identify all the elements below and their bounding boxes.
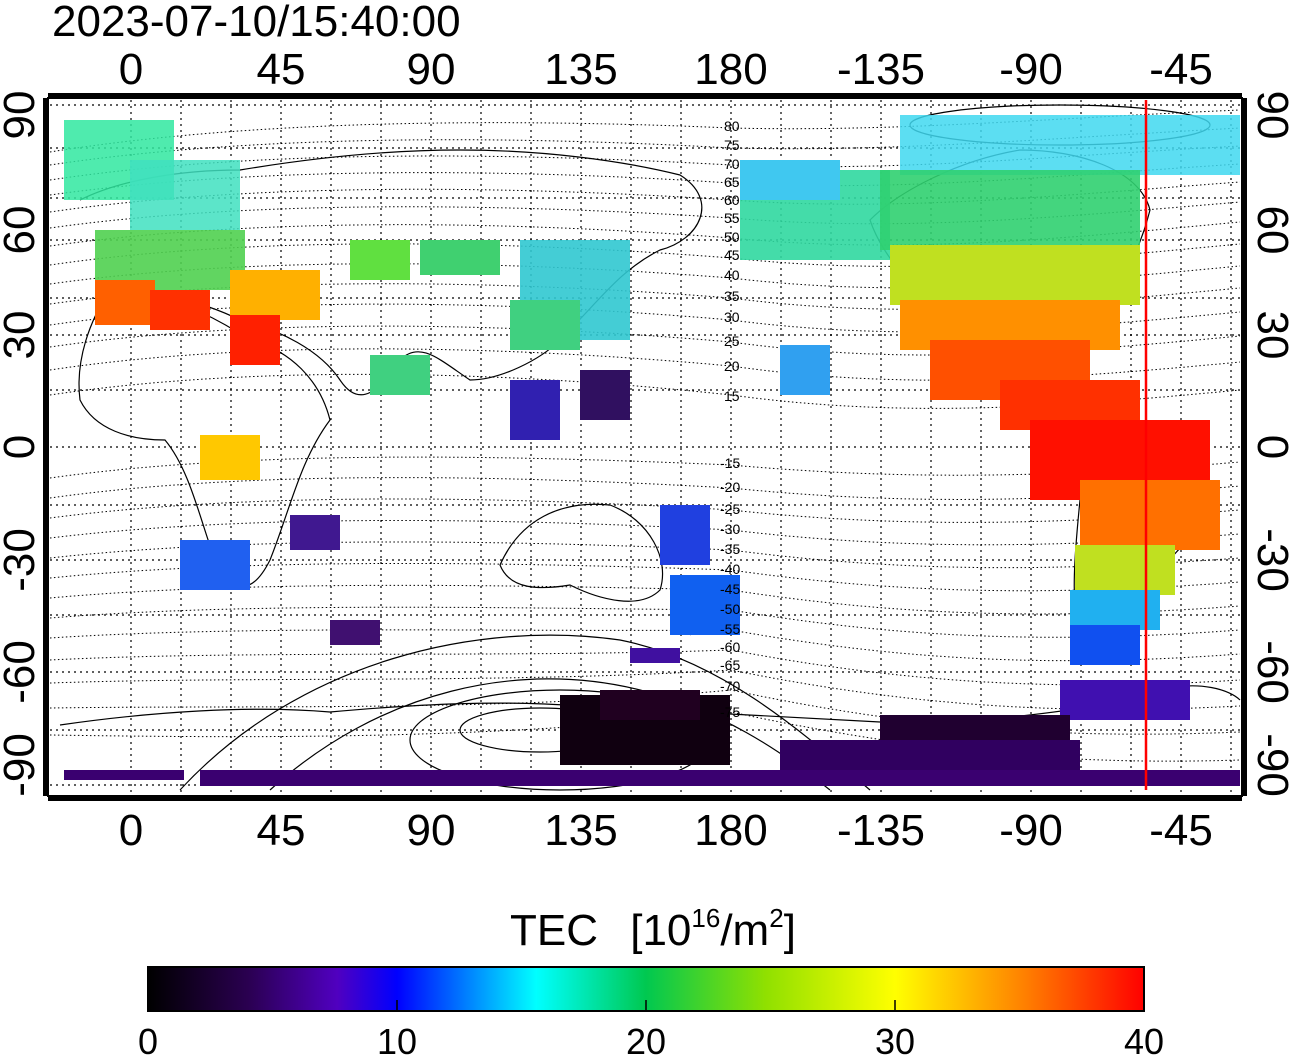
bottom-tick-label: 135 (544, 806, 617, 855)
contour-label: -45 (720, 581, 740, 597)
right-latitude-ticks: 90 60 30 0 -30 -60 -90 (1248, 91, 1294, 797)
tec-observations (64, 115, 1240, 786)
contour-label: 60 (724, 192, 740, 208)
colorbar-tick-label: 40 (1124, 1021, 1164, 1057)
contour-label: -15 (720, 455, 740, 471)
left-tick-label: -60 (0, 640, 44, 704)
top-tick-label: 0 (119, 45, 143, 94)
top-tick-label: -90 (999, 45, 1063, 94)
colorbar-title: TEC [1016/m2] (510, 903, 796, 955)
left-tick-label: -90 (0, 733, 44, 797)
bottom-tick-label: 90 (407, 806, 456, 855)
contour-labels-south: -15 -20 -25 -30 -35 -40 -45 -50 -55 -60 … (720, 455, 740, 720)
right-tick-label: -90 (1248, 733, 1294, 797)
left-latitude-ticks: 90 60 30 0 -30 -60 -90 (0, 91, 44, 797)
top-tick-label: -135 (837, 45, 925, 94)
contour-label: -30 (720, 521, 740, 537)
colorbar-tick-label: 30 (875, 1021, 915, 1057)
contour-label: -50 (720, 601, 740, 617)
left-tick-label: 30 (0, 311, 44, 360)
map-plot-area: 80 75 70 65 60 55 50 45 40 35 30 25 20 1… (48, 98, 1242, 796)
contour-label: 55 (724, 210, 740, 226)
contour-label: -75 (720, 704, 740, 720)
right-tick-label: 90 (1248, 91, 1294, 140)
timestamp-title: 2023-07-10/15:40:00 (52, 0, 461, 46)
left-tick-label: 60 (0, 206, 44, 255)
bottom-tick-label: -135 (837, 806, 925, 855)
bottom-tick-label: 180 (694, 806, 767, 855)
contour-label: 30 (724, 309, 740, 325)
contour-label: 35 (724, 288, 740, 304)
right-tick-label: -60 (1248, 640, 1294, 704)
colorbar-tick-label: 10 (377, 1021, 417, 1057)
contour-label: 40 (724, 267, 740, 283)
top-tick-label: 180 (694, 45, 767, 94)
top-tick-label: 90 (407, 45, 456, 94)
contour-label: 50 (724, 229, 740, 245)
left-tick-label: 0 (0, 435, 44, 459)
contour-label: 25 (724, 333, 740, 349)
contour-label: -65 (720, 657, 740, 673)
contour-label: 80 (724, 118, 740, 134)
top-tick-label: 135 (544, 45, 617, 94)
bottom-tick-label: -45 (1149, 806, 1213, 855)
contour-label: 75 (724, 137, 740, 153)
right-tick-label: -30 (1248, 528, 1294, 592)
contour-label: -55 (720, 621, 740, 637)
contour-label: 45 (724, 247, 740, 263)
bottom-longitude-ticks: 0 45 90 135 180 -135 -90 -45 (119, 806, 1213, 855)
contour-label: 65 (724, 174, 740, 190)
colorbar-tick-label: 0 (138, 1021, 158, 1057)
contour-label: -35 (720, 541, 740, 557)
contour-label: 70 (724, 156, 740, 172)
bottom-tick-label: 45 (257, 806, 306, 855)
colorbar: TEC [1016/m2] 0 10 20 30 40 (138, 903, 1164, 1057)
top-tick-label: 45 (257, 45, 306, 94)
contour-label: -60 (720, 639, 740, 655)
contour-label: -20 (720, 479, 740, 495)
right-tick-label: 30 (1248, 311, 1294, 360)
plot-frame (43, 93, 1247, 801)
contour-labels-north: 80 75 70 65 60 55 50 45 40 35 30 25 20 1… (724, 118, 740, 404)
contour-label: 15 (724, 388, 740, 404)
top-tick-label: -45 (1149, 45, 1213, 94)
top-longitude-ticks: 0 45 90 135 180 -135 -90 -45 (119, 45, 1213, 94)
right-tick-label: 60 (1248, 206, 1294, 255)
left-tick-label: 90 (0, 91, 44, 140)
bottom-tick-label: 0 (119, 806, 143, 855)
contour-label: -25 (720, 501, 740, 517)
bottom-tick-label: -90 (999, 806, 1063, 855)
contour-label: -40 (720, 561, 740, 577)
left-tick-label: -30 (0, 528, 44, 592)
colorbar-tick-label: 20 (626, 1021, 666, 1057)
contour-label: -70 (720, 678, 740, 694)
right-tick-label: 0 (1248, 435, 1294, 459)
contour-label: 20 (724, 358, 740, 374)
